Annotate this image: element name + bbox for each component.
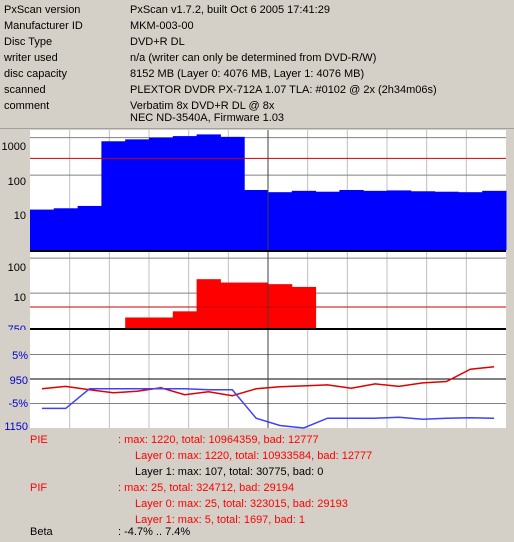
info-value: Verbatim 8x DVD+R DL @ 8x	[130, 100, 275, 112]
pif-baseline	[30, 328, 506, 330]
pie-layer0-stats: Layer 0: max: 1220, total: 10933584, bad…	[135, 450, 373, 462]
pie-baseline	[30, 250, 506, 252]
jitter-tick-label: -5%	[8, 398, 28, 410]
pif-bar	[149, 317, 174, 328]
jitter-panel: 5% 950 -5% 1150	[0, 330, 514, 430]
jitter-marks	[41, 330, 495, 429]
pie-bar	[291, 190, 317, 250]
pie-bar	[268, 192, 293, 250]
info-value: NEC ND-3540A, Firmware 1.03	[130, 112, 285, 124]
pif-tick-label: 100	[8, 262, 26, 274]
info-value: MKM-003-00	[130, 20, 194, 32]
pif-bar	[244, 282, 269, 328]
pif-tick-label: 10	[14, 292, 26, 304]
jitter-bottom-label: 1150	[4, 421, 28, 430]
pie-tick-label: 1000	[2, 141, 26, 153]
info-value: PLEXTOR DVDR PX-712A 1.07 TLA: #0102 @ 2…	[130, 84, 437, 96]
pie-bar	[410, 191, 436, 250]
pie-bar	[482, 190, 507, 250]
separator	[0, 128, 514, 129]
pie-marks	[30, 130, 507, 250]
pie-bar	[30, 209, 55, 250]
beta-range: : -4.7% .. 7.4%	[118, 526, 191, 538]
pif-main-stats: : max: 25, total: 324712, bad: 29194	[118, 482, 295, 494]
pif-label: PIF	[30, 482, 48, 494]
pie-bar	[387, 190, 412, 250]
pie-panel: 1000 100 10	[0, 130, 514, 252]
info-key: comment	[4, 100, 50, 112]
jitter-tick-label: 950	[10, 375, 28, 387]
info-value: DVD+R DL	[130, 36, 185, 48]
pie-bar	[434, 191, 459, 250]
disc-info-panel: PxScan version PxScan v1.7.2, built Oct 6…	[0, 0, 514, 128]
info-key: scanned	[4, 84, 46, 96]
pie-bar	[458, 192, 483, 250]
pie-bar	[244, 190, 269, 250]
info-value: n/a (writer can only be determined from …	[130, 52, 377, 64]
scan-summary: PIE : max: 1220, total: 10964359, bad: 1…	[0, 430, 514, 542]
info-value: PxScan v1.7.2, built Oct 6 2005 17:41:29	[130, 4, 330, 16]
pif-bar	[125, 317, 150, 328]
pie-bar	[315, 191, 340, 250]
pie-bar	[196, 134, 221, 250]
jitter-tick-label: 5%	[12, 350, 28, 362]
pif-bar	[268, 284, 293, 328]
pie-tick-label: 10	[14, 210, 26, 222]
beta-label: Beta	[30, 526, 53, 538]
pie-bar	[220, 136, 245, 250]
info-key: PxScan version	[4, 4, 81, 16]
pie-label: PIE	[30, 434, 48, 446]
pie-bar	[125, 139, 150, 250]
scan-plots: 1000 100 10 100 10 750 5% 950 -5% 1150	[0, 130, 514, 430]
pie-bar	[172, 136, 198, 250]
pif-panel: 100 10 750	[0, 252, 514, 336]
pif-bar	[196, 279, 221, 328]
pie-main-stats: : max: 1220, total: 10964359, bad: 12777	[118, 434, 319, 446]
pie-bar	[77, 205, 102, 250]
pie-bar	[363, 190, 388, 250]
pif-bar	[220, 282, 245, 328]
pif-layer1-stats: Layer 1: max: 5, total: 1697, bad: 1	[135, 514, 305, 526]
pif-bar	[172, 311, 198, 328]
pif-layer0-stats: Layer 0: max: 25, total: 323015, bad: 29…	[135, 498, 348, 510]
info-key: disc capacity	[4, 68, 67, 80]
info-key: Manufacturer ID	[4, 20, 83, 32]
pie-bar	[53, 208, 79, 250]
info-key: writer used	[4, 52, 58, 64]
pie-bar	[101, 141, 126, 250]
pie-layer1-stats: Layer 1: max: 107, total: 30775, bad: 0	[135, 466, 324, 478]
info-value: 8152 MB (Layer 0: 4076 MB, Layer 1: 4076…	[130, 68, 365, 80]
pie-bar	[339, 190, 364, 250]
info-key: Disc Type	[4, 36, 53, 48]
pie-bar	[149, 137, 174, 250]
pie-tick-label: 100	[8, 176, 26, 188]
